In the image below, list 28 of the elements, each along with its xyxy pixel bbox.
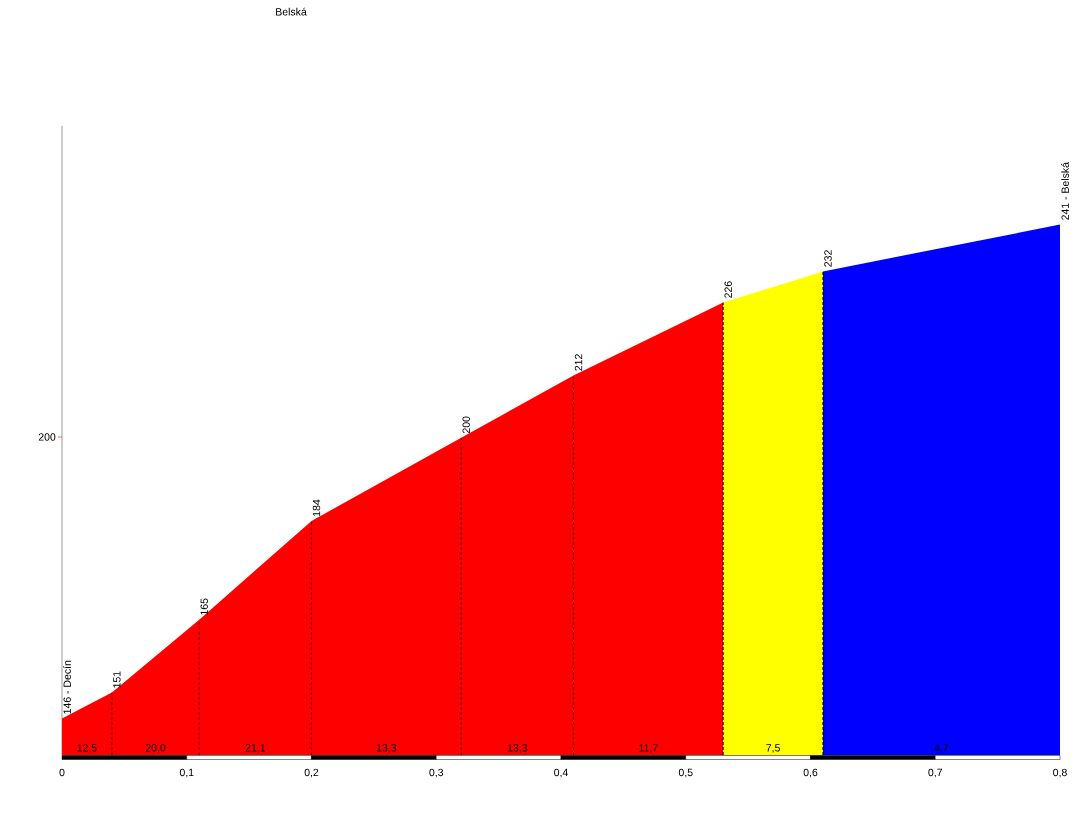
data-label: 165 bbox=[200, 598, 208, 615]
data-label: 212 bbox=[574, 354, 583, 371]
annotation: 20,0 bbox=[145, 744, 166, 753]
data-label: 200 bbox=[462, 416, 470, 434]
annotation: 21,1 bbox=[245, 744, 266, 753]
data-label: 241 - Belská bbox=[1061, 162, 1069, 220]
x-tick-label: 0,6 bbox=[803, 768, 818, 778]
x-tick-label: 0,8 bbox=[1053, 768, 1067, 778]
annotation: 12,5 bbox=[77, 744, 97, 753]
text: 200 bbox=[38, 433, 56, 441]
data-label: 232 bbox=[824, 250, 832, 267]
x-tick-label: 0,3 bbox=[429, 768, 444, 778]
data-label: 146 - Decín bbox=[63, 660, 71, 714]
annotation: 13,3 bbox=[507, 744, 528, 753]
data-label: 226 bbox=[724, 281, 732, 298]
annotation: 7,5 bbox=[766, 744, 780, 753]
data-label: 184 bbox=[312, 499, 321, 516]
x-tick-label: 0,2 bbox=[304, 768, 319, 778]
annotation: 13,3 bbox=[376, 744, 397, 753]
chart-title: Belská bbox=[276, 7, 307, 16]
annotation: 11,7 bbox=[639, 744, 658, 753]
x-tick-label: 0,4 bbox=[554, 768, 568, 778]
x-tick-label: 0,7 bbox=[928, 768, 943, 778]
data-label: 151 bbox=[113, 671, 121, 688]
x-tick-label: 0,1 bbox=[179, 768, 194, 778]
x-tick-label: 0,5 bbox=[678, 768, 693, 778]
x-tick-label: 0 bbox=[59, 768, 65, 777]
annotation: 4,7 bbox=[934, 744, 949, 753]
